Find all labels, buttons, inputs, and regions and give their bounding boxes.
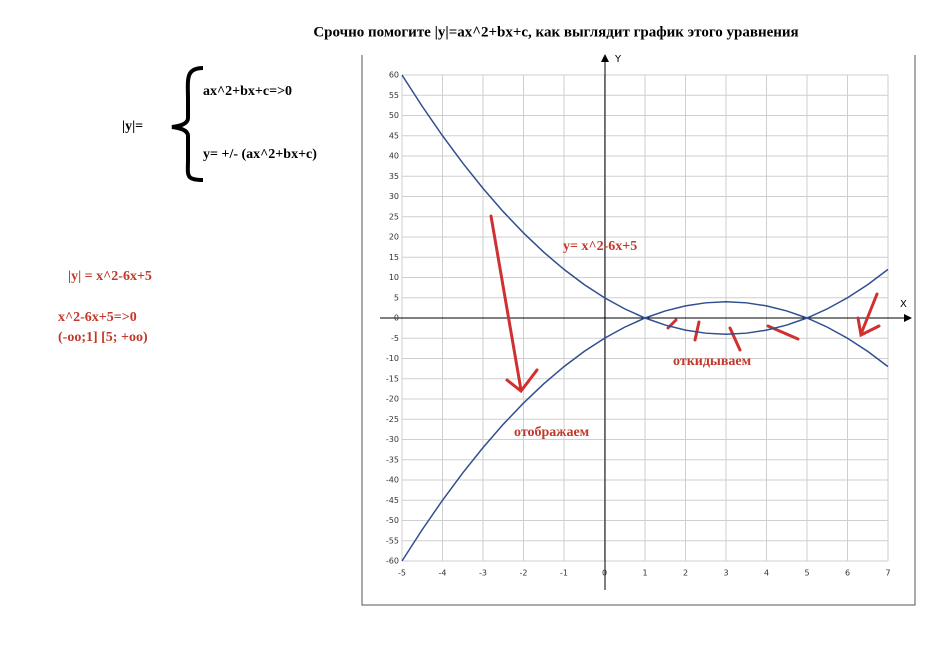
note: (-oo;1] [5; +oo) [58,330,148,345]
y-axis-label: Y [614,54,622,65]
y-tick-label: 35 [389,172,399,181]
y-tick-label: 45 [389,131,399,140]
x-tick-label: 1 [642,569,647,578]
curve-label: y= x^2-6x+5 [563,239,637,254]
x-tick-label: -2 [520,569,528,578]
note: x^2-6x+5=>0 [58,310,137,325]
frame [361,55,916,606]
x-tick-label: -3 [479,569,487,578]
x-tick-label: -4 [439,569,447,578]
x-axis-label: X [900,299,907,310]
y-tick-label: -45 [386,496,399,505]
title: Срочно помогите |y|=ax^2+bx+c, как выгля… [313,24,798,40]
y-tick-label: -40 [386,476,399,485]
x-tick-label: 2 [683,569,688,578]
y-tick-label: -5 [391,334,399,343]
y-tick-label: -50 [386,516,399,525]
y-tick-label: 20 [389,233,399,242]
curve [401,301,889,562]
y-tick-label: 25 [389,212,399,221]
brace [171,66,204,182]
y-tick-label: 10 [389,273,399,282]
x-tick-label: 0 [602,569,607,578]
y-tick-label: -25 [386,415,399,424]
y-tick-label: 30 [389,192,399,201]
x-tick-label: -1 [560,569,568,578]
system-case: ax^2+bx+c=>0 [203,84,292,99]
y-tick-label: 60 [389,71,399,80]
y-tick-label: 40 [389,152,399,161]
x-tick-label: 6 [845,569,850,578]
y-tick-label: -35 [386,455,399,464]
x-tick-label: 7 [885,569,890,578]
x-tick-label: -5 [398,569,406,578]
y-tick-label: -60 [386,557,399,566]
y-tick-label: -55 [386,536,399,545]
annotation: откидываем [673,354,752,369]
y-tick-label: 0 [394,314,399,323]
x-tick-label: 4 [764,569,769,578]
y-tick-label: 55 [389,91,399,100]
y-tick-label: -30 [386,435,399,444]
x-tick-label: 5 [804,569,809,578]
system-lhs: |y|= [122,119,143,134]
note: |y| = x^2-6x+5 [68,269,152,284]
y-tick-label: 50 [389,111,399,120]
y-tick-label: -10 [386,354,399,363]
system-case: y= +/- (ax^2+bx+c) [203,147,317,162]
annotation: отображаем [514,425,590,440]
y-tick-label: 5 [394,293,399,302]
red-marks [489,214,881,394]
x-tick-label: 3 [723,569,728,578]
y-tick-label: -15 [386,374,399,383]
y-tick-label: 15 [389,253,399,262]
y-tick-label: -20 [386,395,399,404]
